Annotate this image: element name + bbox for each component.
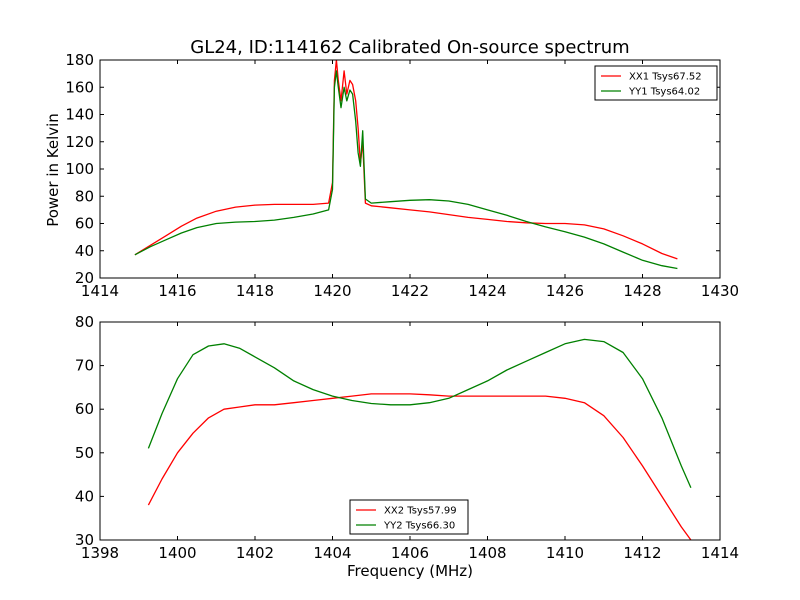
x-tick-label: 1402 [236,544,274,562]
x-tick-label: 1400 [158,544,196,562]
top-panel: 1414 1416 1418 1420 1422 1424 1426 1428 1430 20 40… [65,51,739,300]
y-tick-label: 30 [75,531,94,549]
y-tick-label: 70 [75,357,94,375]
x-tick-label: 1398 [81,544,119,562]
y-tick-label: 50 [75,444,94,462]
series-line-0-0 [134,60,678,260]
x-tick-label: 1426 [546,282,584,300]
x-tick-label: 1430 [701,282,739,300]
series-line-1-0 [147,393,692,540]
legend-label: XX1 Tsys67.52 [629,72,702,83]
x-tick-label: 1414 [81,282,119,300]
series-line-0-1 [134,70,678,270]
y-tick-label: 160 [65,78,94,96]
y-tick-label: 80 [75,313,94,331]
legend-label: XX2 Tsys57.99 [384,506,457,517]
y-tick-label: 140 [65,106,94,124]
y-tick-label: 20 [75,269,94,287]
x-tick-label: 1418 [236,282,274,300]
figure-title: GL24, ID:114162 Calibrated On-source spe… [190,37,629,58]
x-tick-label: 1424 [468,282,506,300]
y-tick-label: 180 [65,51,94,69]
x-tick-label: 1422 [391,282,429,300]
y-tick-label: 40 [75,242,94,260]
x-tick-label: 1406 [391,544,429,562]
x-tick-label: 1420 [313,282,351,300]
x-axis-label: Frequency (MHz) [347,562,473,580]
y-tick-label: 80 [75,187,94,205]
y-axis-label: Power in Kelvin [44,113,62,227]
x-tick-label: 1412 [623,544,661,562]
x-tick-label: 1428 [623,282,661,300]
bottom-panel: 1398 1400 1402 1404 1406 1408 1410 1412 1414 30 40… [75,313,739,562]
x-tick-label: 1408 [468,544,506,562]
series-line-1-1 [147,338,692,488]
legend: XX2 Tsys57.99 YY2 Tsys66.30 [349,499,469,535]
y-tick-label: 40 [75,487,94,505]
legend-label: YY1 Tsys64.02 [628,87,700,98]
x-tick-label: 1414 [701,544,739,562]
legend-label: YY2 Tsys66.30 [383,521,455,532]
x-tick-label: 1404 [313,544,351,562]
legend: XX1 Tsys67.52 YY1 Tsys64.02 [594,65,718,101]
y-tick-label: 100 [65,160,94,178]
x-tick-label: 1416 [158,282,196,300]
y-tick-label: 60 [75,215,94,233]
x-tick-label: 1410 [546,544,584,562]
legend-box [594,65,718,101]
legend-box [349,499,469,535]
y-tick-label: 120 [65,133,94,151]
y-tick-label: 60 [75,400,94,418]
